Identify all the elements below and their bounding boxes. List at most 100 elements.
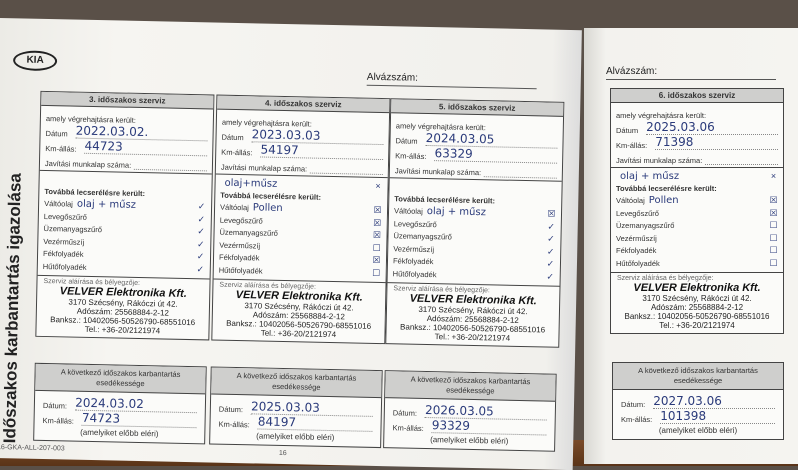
checkbox[interactable]: ☒ [769, 195, 778, 206]
replaced-item: Hűtőfolyadék ✓ [393, 267, 555, 283]
replaced-item: Hűtőfolyadék✓ [43, 260, 205, 276]
item-label: Fékfolyadék [393, 257, 434, 267]
checkbox: × [769, 171, 778, 181]
item-label: Üzemanyagszűrő [219, 228, 278, 238]
service-title: 6. időszakos szerviz [611, 89, 783, 103]
next-km-value: 101398 [660, 409, 775, 424]
stamp-tel: Tel.: +36-20/2121974 [435, 332, 511, 343]
next-service-card: A következő időszakos karbantartás esedé… [209, 366, 383, 448]
next-service-title: A következő időszakos karbantartás esedé… [35, 364, 206, 395]
handwritten-note: Pollen [253, 203, 283, 215]
checkbox[interactable]: ☒ [547, 209, 556, 220]
chassis-number-field: Alvázszám: [367, 72, 537, 90]
checkbox[interactable]: ☐ [372, 268, 381, 279]
checkbox[interactable]: ✓ [197, 201, 206, 212]
checkbox[interactable]: ✓ [196, 264, 205, 275]
item-label: Levegőszűrő [616, 209, 659, 218]
checkbox[interactable]: ✓ [196, 239, 205, 250]
checkbox[interactable]: ✓ [546, 234, 555, 245]
next-km-label: Km-állás: [392, 423, 423, 433]
checkbox[interactable]: ☐ [372, 243, 381, 254]
stamp-tel: Tel.: +36-20/2121974 [659, 321, 734, 330]
stamp-tax: Adószám: 25568884-2-12 [651, 303, 743, 312]
checkbox[interactable]: ✓ [196, 251, 205, 262]
next-km-label: Km-állás: [621, 415, 652, 424]
item-label: Hűtőfolyadék [219, 265, 263, 275]
item-label: Üzemanyagszűrő [393, 232, 452, 242]
vertical-title: Időszakos karbantartás igazolása [0, 133, 26, 443]
service-stamp: Szerviz aláírása és bélyegzője: VELVER E… [36, 275, 209, 339]
next-km-value: 93329 [432, 418, 547, 435]
next-date-label: Dátum: [43, 401, 67, 411]
km-label: Km-állás: [616, 141, 647, 150]
item-label: Levegőszűrő [220, 215, 263, 225]
item-label: Fékfolyadék [43, 249, 84, 259]
next-service-card: A következő időszakos karbantartás esedé… [612, 362, 784, 440]
chassis-number-field: Alvázszám: [606, 66, 776, 80]
service-card: 5. időszakos szerviz amely végrehajtásra… [385, 98, 564, 347]
checkbox[interactable]: ☐ [769, 233, 778, 244]
item-label: Vezérműszíj [43, 237, 84, 247]
whichever-label: (amelyiket előbb eléri) [659, 426, 737, 435]
checkbox[interactable]: ☐ [769, 245, 778, 256]
checkbox[interactable]: ✓ [546, 246, 555, 257]
replaced-item: Fékfolyadék☐ [616, 245, 778, 258]
item-label: Hűtőfolyadék [616, 259, 660, 268]
replaced-item: Hűtőfolyadék ☐ [219, 264, 381, 280]
item-label: Fékfolyadék [219, 253, 260, 263]
worksheet-label: Javítási munkalap száma: [616, 156, 702, 165]
replaced-item: Hűtőfolyadék ☐ [616, 257, 778, 270]
service-stamp: Szerviz aláírása és bélyegzője: VELVER E… [386, 283, 559, 347]
next-service-title: A következő időszakos karbantartás esedé… [613, 363, 783, 390]
date-label: Dátum [221, 133, 243, 142]
item-label: Levegőszűrő [44, 212, 87, 222]
item-label: Vezérműszíj [616, 234, 657, 243]
km-label: Km-állás: [395, 151, 426, 161]
checkbox[interactable]: ✓ [546, 271, 555, 282]
replaced-item: Üzemanyagszűrő☐ [616, 220, 778, 233]
item-label: Levegőszűrő [394, 219, 437, 229]
next-service-title: A következő időszakos karbantartás esedé… [211, 368, 382, 399]
item-label: Üzemanyagszűrő [44, 224, 103, 234]
next-date-value: 2027.03.06 [653, 394, 775, 409]
checkbox[interactable]: ✓ [546, 259, 555, 270]
checkbox[interactable]: ✓ [196, 226, 205, 237]
checkbox[interactable]: ☒ [373, 218, 382, 229]
checkbox[interactable]: ☒ [373, 205, 382, 216]
next-service-card: A következő időszakos karbantartás esedé… [383, 370, 557, 452]
replaced-item: Vezérműszíj ☐ [616, 232, 778, 245]
handwritten-note: olaj + műsz [620, 171, 679, 182]
right-page: Alvázszám: 6. időszakos szerviz amely vé… [584, 28, 798, 464]
km-value: 71398 [655, 135, 778, 150]
km-value: 44723 [84, 139, 207, 157]
item-label: Váltóolaj [44, 199, 73, 209]
checkbox[interactable]: ☒ [372, 230, 381, 241]
item-label: Hűtőfolyadék [393, 269, 437, 279]
handwritten-note: olaj+műsz [224, 177, 277, 189]
worksheet-label: Javítási munkalap száma: [221, 163, 307, 174]
checkbox[interactable]: ☒ [372, 255, 381, 266]
date-value: 2025.03.06 [646, 120, 778, 135]
next-service-card: A következő időszakos karbantartás esedé… [33, 363, 207, 445]
checkbox[interactable]: ☐ [769, 220, 778, 231]
checkbox[interactable]: ☒ [769, 208, 778, 219]
service-card: 3. időszakos szerviz amely végrehajtásra… [35, 91, 214, 340]
item-label: Váltóolaj [394, 207, 423, 217]
checkbox[interactable]: ✓ [197, 214, 206, 225]
checkbox: × [373, 181, 382, 191]
stamp-tel: Tel.: +36-20/2121974 [261, 328, 337, 339]
handwritten-note: olaj + műsz [427, 206, 486, 218]
kia-logo: KIA [13, 50, 57, 71]
whichever-label: (amelyiket előbb eléri) [430, 435, 508, 446]
checkbox[interactable]: ✓ [547, 221, 556, 232]
next-km-label: Km-állás: [218, 420, 249, 430]
page-number: 16 [279, 450, 287, 457]
checkbox[interactable]: ☐ [769, 258, 778, 269]
next-km-label: Km-állás: [42, 416, 73, 426]
replaced-label: Továbbá lecserélésre került: [44, 187, 145, 198]
km-value: 63329 [434, 146, 557, 164]
km-value: 54197 [260, 142, 383, 160]
replaced-item: Levegőszűrő ☒ [616, 207, 778, 220]
replaced-label: Továbbá lecserélésre került: [616, 184, 717, 193]
